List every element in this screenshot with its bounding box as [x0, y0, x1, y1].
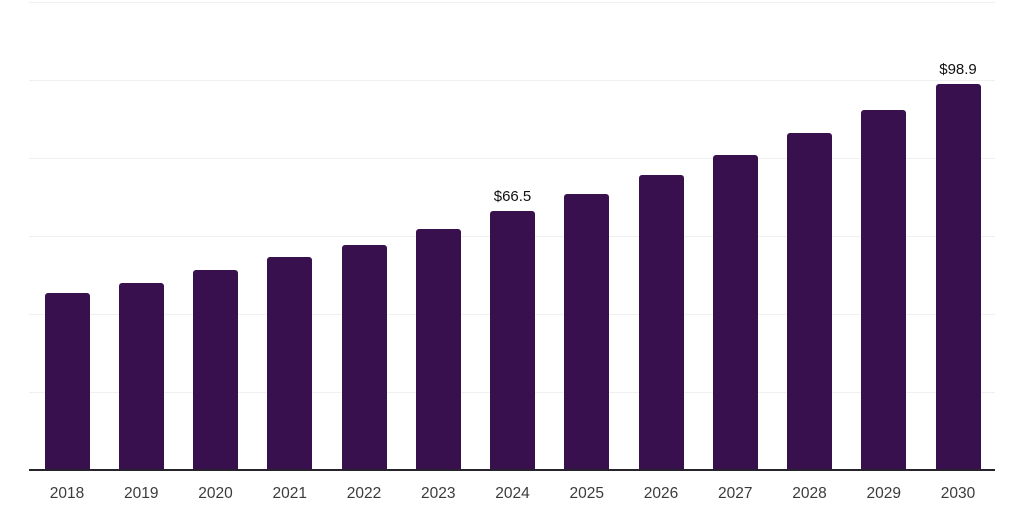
x-tick-2018: 2018 — [49, 485, 85, 502]
bar-2028 — [787, 132, 832, 470]
bar-2020 — [193, 270, 238, 470]
x-tick-2025: 2025 — [569, 485, 604, 502]
gridline-80 — [29, 158, 995, 159]
bar-2018 — [44, 293, 90, 470]
plot-area: $66.5 $98.9 — [29, 2, 995, 470]
x-tick-2030: 2030 — [940, 485, 976, 502]
bar-2027 — [712, 154, 758, 470]
gridline-120 — [29, 2, 995, 3]
bar-2023 — [415, 228, 461, 470]
bar-2025 — [564, 193, 610, 470]
bar-2019 — [118, 283, 164, 470]
value-label-2030: $98.9 — [939, 61, 977, 79]
x-tick-2019: 2019 — [124, 485, 159, 502]
bar-2021 — [267, 257, 313, 470]
x-tick-2028: 2028 — [792, 485, 827, 502]
bar-2024 — [490, 210, 535, 470]
bar-2022 — [341, 244, 387, 470]
x-tick-2026: 2026 — [643, 485, 679, 502]
value-label-2024: $66.5 — [493, 187, 532, 205]
x-tick-2024: 2024 — [495, 485, 530, 502]
x-tick-2029: 2029 — [866, 485, 901, 502]
bar-2030 — [935, 84, 981, 470]
x-tick-2027: 2027 — [718, 485, 753, 502]
x-axis-tick-labels: 2018 2019 2020 2021 2022 2023 2024 2025 2026 2027… — [29, 485, 995, 507]
x-tick-2021: 2021 — [272, 485, 307, 502]
x-tick-2020: 2020 — [198, 485, 233, 502]
x-axis-line — [29, 469, 995, 471]
gridline-100 — [29, 80, 995, 81]
bar-2026 — [638, 174, 684, 470]
bar-2029 — [861, 110, 907, 470]
x-tick-2022: 2022 — [346, 485, 382, 502]
x-tick-2023: 2023 — [421, 485, 456, 502]
